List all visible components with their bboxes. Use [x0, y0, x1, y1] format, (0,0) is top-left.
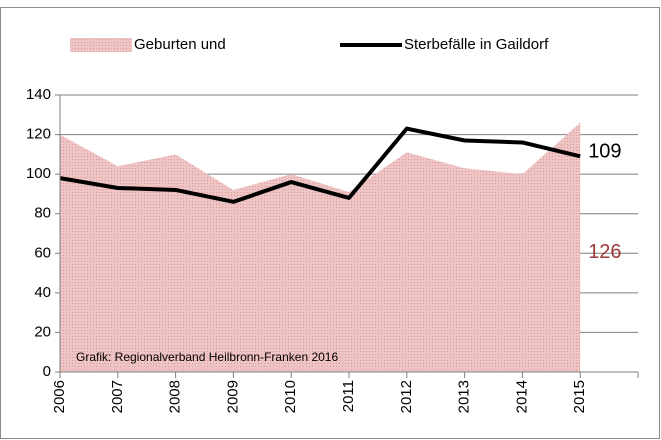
y-tick-label: 100 [26, 165, 51, 182]
x-tick-label: 2007 [109, 380, 126, 413]
line [59, 126, 581, 204]
y-tick-label: 40 [34, 284, 51, 301]
x-tick-label: 2009 [224, 380, 241, 413]
y-tick-label: 120 [26, 126, 51, 143]
data-label: 126 [588, 241, 621, 263]
data-label: 109 [588, 141, 621, 163]
legend-label: Geburten und [134, 36, 226, 53]
x-tick-label: 2011 [340, 380, 357, 412]
y-tick-label: 60 [34, 244, 51, 261]
legend-label: Sterbefälle in Gaildorf [404, 36, 549, 53]
x-tick-label: 2010 [282, 380, 299, 413]
y-tick-label: 140 [26, 86, 51, 103]
x-tick-label: 2015 [571, 380, 588, 413]
x-tick-label: 2006 [51, 380, 68, 413]
y-tick-label: 20 [34, 323, 51, 340]
area [60, 122, 581, 372]
legend-swatch [70, 38, 132, 52]
x-tick-label: 2008 [167, 380, 184, 413]
x-tick-label: 2012 [398, 380, 415, 413]
y-tick-label: 0 [43, 363, 51, 380]
x-tick-label: 2014 [513, 380, 530, 413]
y-tick-label: 80 [34, 205, 51, 222]
x-tick-label: 2013 [456, 380, 473, 413]
annotation: Grafik: Regionalverband Heilbronn-Franke… [76, 350, 338, 364]
